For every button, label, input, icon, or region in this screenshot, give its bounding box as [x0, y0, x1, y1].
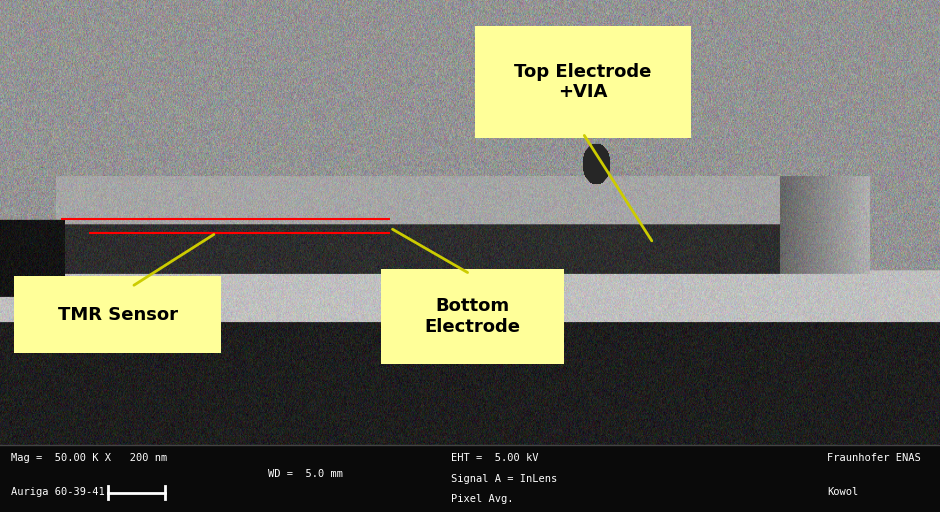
Text: Signal A = InLens: Signal A = InLens — [451, 474, 557, 484]
Text: Fraunhofer ENAS: Fraunhofer ENAS — [827, 453, 921, 463]
Text: Mag =  50.00 K X   200 nm: Mag = 50.00 K X 200 nm — [11, 453, 167, 463]
Text: Pixel Avg.: Pixel Avg. — [451, 494, 513, 504]
Text: Kowol: Kowol — [827, 486, 858, 497]
Text: TMR Sensor: TMR Sensor — [57, 306, 178, 324]
FancyBboxPatch shape — [14, 276, 221, 353]
Text: Auriga 60-39-41: Auriga 60-39-41 — [11, 486, 105, 497]
Text: Bottom
Electrode: Bottom Electrode — [424, 297, 521, 335]
Text: Top Electrode
+VIA: Top Electrode +VIA — [514, 62, 651, 101]
FancyBboxPatch shape — [381, 269, 564, 364]
Text: WD =  5.0 mm: WD = 5.0 mm — [268, 468, 343, 479]
FancyBboxPatch shape — [475, 26, 691, 138]
Text: EHT =  5.00 kV: EHT = 5.00 kV — [451, 453, 539, 463]
